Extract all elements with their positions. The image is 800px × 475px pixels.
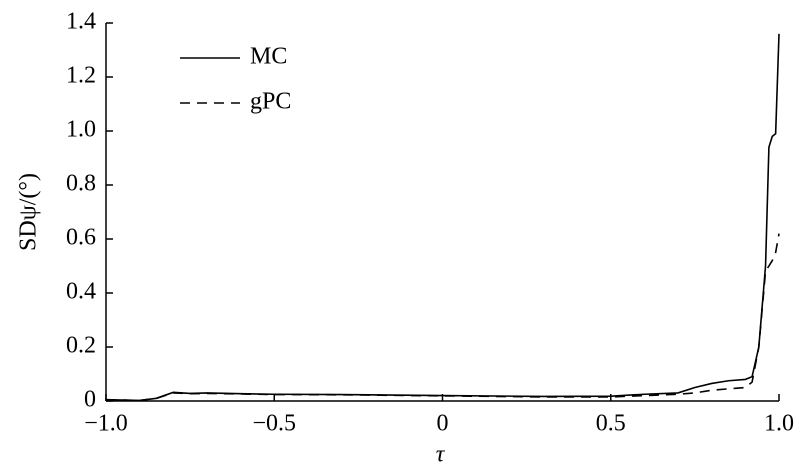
legend-label: gPC	[250, 89, 291, 115]
legend-label: MC	[250, 44, 287, 70]
x-tick-label: 0.5	[596, 411, 626, 437]
y-tick-label: 0.2	[66, 333, 96, 359]
y-axis-label: SDψ/(°)	[16, 173, 42, 251]
y-tick-label: 0.4	[66, 279, 96, 305]
x-tick-label: −1.0	[84, 411, 128, 437]
y-tick-label: 0.8	[66, 171, 96, 197]
data-line	[105, 233, 780, 402]
y-tick-label: 1.4	[66, 9, 96, 35]
x-tick-label: 1.0	[764, 411, 794, 437]
y-tick-label: 1.0	[66, 117, 96, 143]
data-line	[105, 33, 780, 402]
y-tick-label: 0.6	[66, 225, 96, 251]
y-tick-label: 1.2	[66, 63, 96, 89]
x-tick-label: −0.5	[252, 411, 296, 437]
y-tick-label: 0	[84, 387, 96, 413]
x-axis-label: τ	[436, 442, 446, 468]
x-tick-label: 0	[437, 411, 449, 437]
